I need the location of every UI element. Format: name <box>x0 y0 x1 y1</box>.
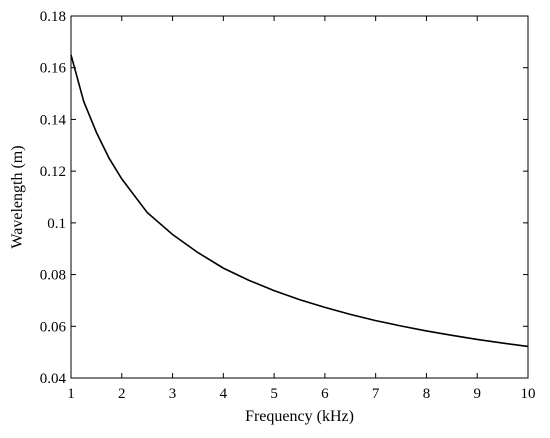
y-tick-label: 0.06 <box>40 319 67 335</box>
y-tick-label: 0.14 <box>40 112 67 128</box>
x-axis: 1 2 3 4 5 6 7 8 9 10 <box>67 16 536 402</box>
x-tick-label: 7 <box>372 386 380 402</box>
y-tick-label: 0.18 <box>40 9 66 25</box>
x-tick-label: 4 <box>220 386 228 402</box>
wavelength-line <box>70 54 529 348</box>
x-tick-label: 6 <box>321 386 329 402</box>
x-tick-label: 2 <box>118 386 126 402</box>
x-axis-label: Frequency (kHz) <box>245 408 354 425</box>
x-tick-label: 3 <box>169 386 177 402</box>
x-tick-label: 5 <box>270 386 278 402</box>
x-tick-label: 9 <box>473 386 481 402</box>
x-tick-label: 10 <box>521 386 536 402</box>
y-axis: 0.04 0.06 0.08 0.1 0.12 0.14 0.16 0.18 <box>40 9 528 387</box>
y-tick-label: 0.08 <box>40 268 66 284</box>
x-tick-label: 1 <box>67 386 75 402</box>
y-tick-label: 0.04 <box>40 371 67 387</box>
x-tick-label: 8 <box>423 386 431 402</box>
plot-frame <box>70 15 529 379</box>
y-tick-label: 0.12 <box>40 164 66 180</box>
y-tick-label: 0.16 <box>40 61 67 77</box>
y-axis-label: Wavelength (m) <box>9 145 26 248</box>
y-tick-label: 0.1 <box>47 216 66 232</box>
